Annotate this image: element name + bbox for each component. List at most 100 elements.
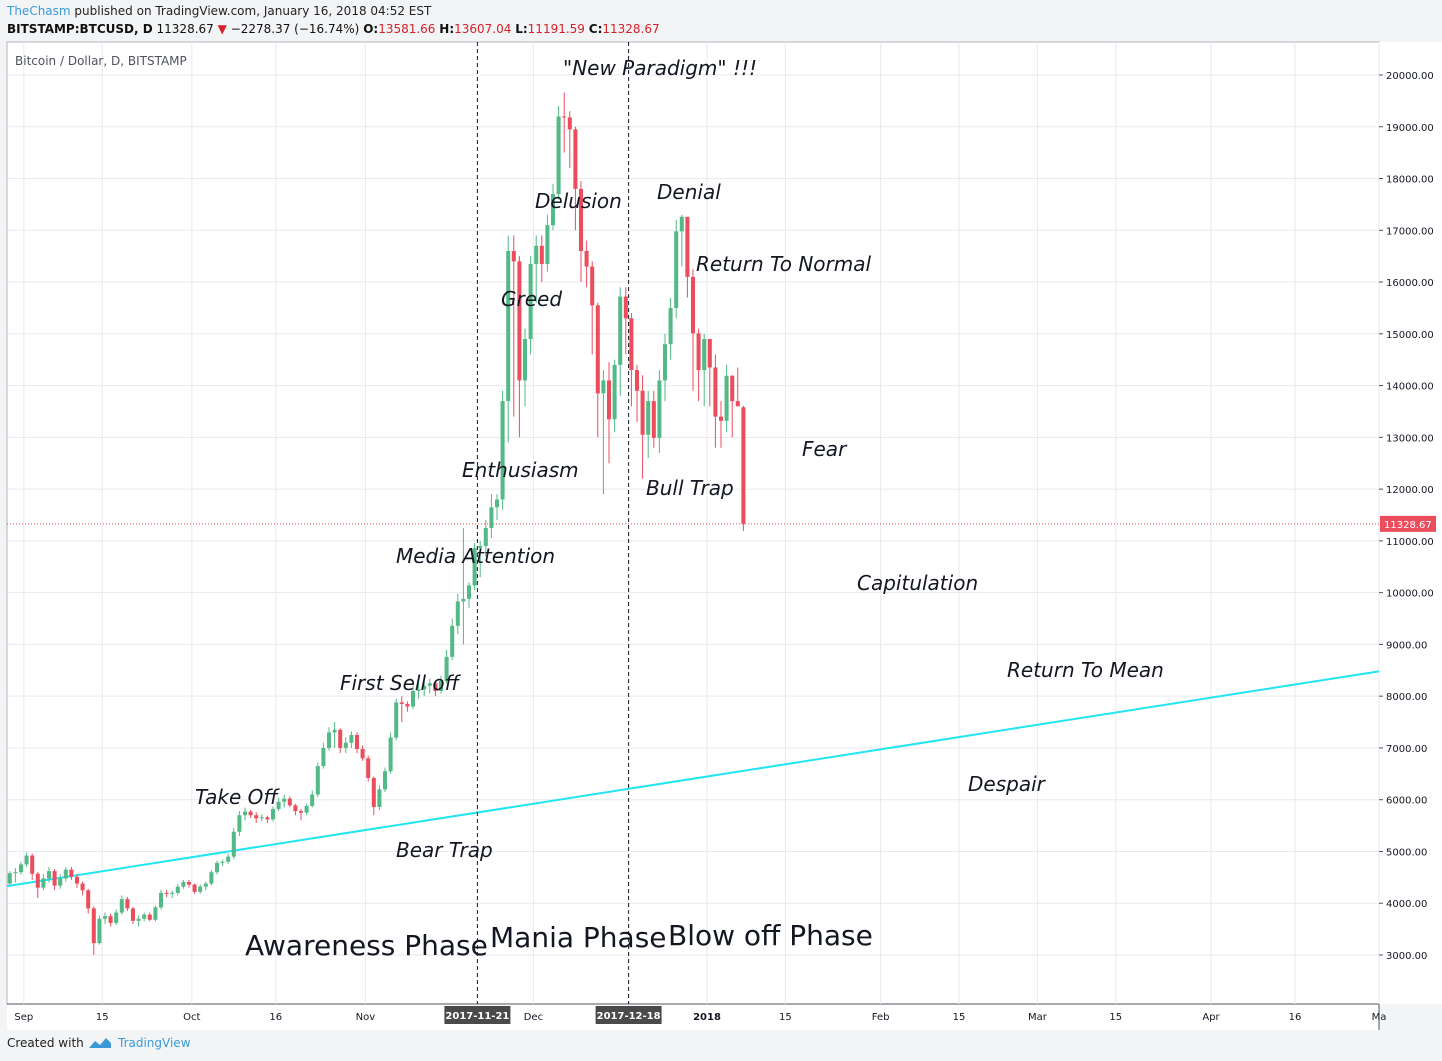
phase-mania[interactable]: Mania Phase [490, 921, 667, 954]
candle-body [52, 871, 57, 886]
y-tick-label: 16000.00 [1386, 278, 1434, 289]
low-label: L: [515, 22, 528, 36]
candle-body [147, 914, 152, 920]
candle-body [24, 855, 29, 865]
annotation-return-to-mean[interactable]: Return To Mean [1007, 658, 1164, 682]
candle-body [382, 771, 388, 790]
y-tick-label: 8000.00 [1386, 692, 1427, 703]
annotation-bear-trap[interactable]: Bear Trap [396, 838, 493, 862]
annotation-take-off[interactable]: Take Off [195, 785, 280, 809]
candle-body [214, 862, 220, 873]
candle-body [237, 815, 242, 832]
candle-body [226, 856, 231, 862]
annotation-return-to-normal[interactable]: Return To Normal [696, 252, 871, 276]
candle-body [41, 878, 46, 888]
candle-body [293, 805, 298, 812]
annotation-despair[interactable]: Despair [968, 772, 1047, 796]
annotation-enthusiasm[interactable]: Enthusiasm [462, 458, 579, 482]
legend-title: Bitcoin / Dollar, D, BITSTAMP [15, 54, 187, 68]
phase-blow-off[interactable]: Blow off Phase [668, 919, 873, 952]
candle-body [730, 375, 735, 402]
candle-body [91, 908, 96, 944]
y-tick-label: 13000.00 [1386, 433, 1434, 444]
published-text: published on TradingView.com, January 16… [70, 4, 432, 18]
candle-body [478, 546, 483, 549]
candle-body [539, 245, 544, 264]
x-tick-label: 15 [953, 1012, 966, 1023]
annotation-delusion[interactable]: Delusion [535, 189, 622, 213]
open-label: O: [363, 22, 379, 36]
candle-body [545, 225, 550, 264]
y-tick-label: 9000.00 [1386, 640, 1427, 651]
annotations: "New Paradigm" !!! Delusion Denial Retur… [195, 56, 1164, 862]
candle-body [80, 883, 85, 891]
candle-body [438, 681, 444, 691]
candle-body [338, 729, 343, 748]
candle-body [534, 245, 539, 264]
candle-body [444, 656, 449, 682]
candle-body [69, 869, 74, 877]
annotation-fear[interactable]: Fear [802, 437, 848, 461]
x-tick-label: 2018 [693, 1012, 721, 1023]
candle-body [74, 876, 80, 884]
candle-body [136, 918, 141, 921]
candle-body [567, 117, 572, 130]
candle-body [707, 339, 712, 368]
author-link[interactable]: TheChasm [7, 4, 71, 18]
candle-body [315, 766, 320, 795]
candle-body [646, 401, 651, 435]
annotation-greed[interactable]: Greed [501, 287, 562, 311]
candle-body [718, 416, 724, 421]
candle-body [455, 601, 460, 626]
annotation-capitulation[interactable]: Capitulation [857, 571, 978, 595]
candle-body [601, 380, 606, 394]
candle-body [696, 333, 701, 371]
created-with-label: Created with [7, 1036, 84, 1050]
date-marker-label: 2017-12-18 [597, 1011, 661, 1022]
candle-body [164, 892, 169, 894]
candle-body [119, 899, 124, 913]
tradingview-link[interactable]: TradingView [118, 1036, 191, 1050]
candle-body [270, 809, 276, 820]
candle-body [282, 798, 287, 802]
candle-body [192, 884, 197, 892]
candle-body [108, 916, 113, 923]
last-price-tag-bg [1380, 515, 1436, 532]
close-label: C: [588, 22, 603, 36]
candle-body [181, 882, 186, 887]
candle-body [416, 689, 421, 691]
date-marker-tag [595, 1006, 662, 1024]
candle-body [259, 817, 264, 819]
candle-body [186, 882, 192, 885]
candle-body [556, 116, 561, 195]
low-value: 11191.59 [527, 22, 585, 36]
annotation-bull-trap[interactable]: Bull Trap [646, 476, 734, 500]
candle-body [494, 499, 500, 508]
x-tick-label: Dec [524, 1012, 543, 1023]
price-chart[interactable]: 20000.00 19000.00 18000.00 17000.00 16000.00… [0, 0, 1442, 1030]
candle-body [517, 261, 522, 381]
x-tick-label: 15 [779, 1012, 792, 1023]
candle-body [349, 735, 354, 743]
y-tick-label: 20000.00 [1386, 71, 1434, 82]
candle-body [724, 375, 729, 421]
annotation-media-attention[interactable]: Media Attention [396, 544, 555, 568]
time-axis[interactable] [7, 1004, 1379, 1030]
candle-body [685, 216, 690, 277]
candle-body [360, 748, 365, 759]
candle-body [125, 899, 130, 909]
annotation-denial[interactable]: Denial [657, 180, 721, 204]
y-tick-label: 19000.00 [1386, 123, 1434, 134]
candle-body [366, 758, 371, 778]
candle-body [595, 305, 600, 394]
y-tick-label: 15000.00 [1386, 330, 1434, 341]
candle-body [354, 735, 360, 749]
candle-body [310, 794, 315, 806]
annotation-first-sell-off[interactable]: First Sell off [340, 671, 462, 695]
annotation-new-paradigm[interactable]: "New Paradigm" !!! [563, 56, 757, 80]
candle-body [377, 789, 382, 807]
candle-body [433, 683, 438, 691]
y-tick-label: 3000.00 [1386, 951, 1427, 962]
candle-body [13, 872, 18, 874]
phase-awareness[interactable]: Awareness Phase [245, 929, 488, 962]
